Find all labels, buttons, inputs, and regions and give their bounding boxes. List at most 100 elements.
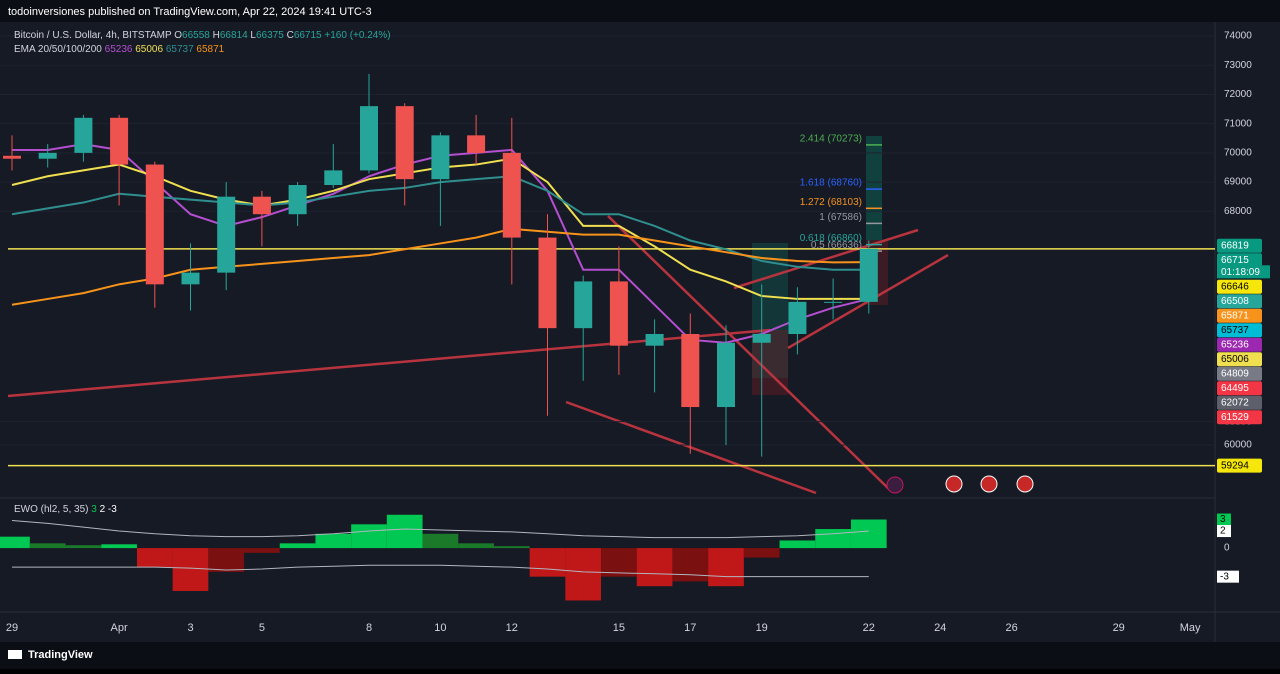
x-tick-label: 12 — [506, 622, 518, 634]
fib-label: 0.5 (66636) — [811, 240, 862, 251]
legend-value: 3 — [88, 504, 97, 515]
legend-prefix: L — [248, 30, 257, 41]
price-label: 65737 — [1221, 325, 1249, 336]
x-tick-label: May — [1180, 622, 1201, 634]
candle-body — [431, 135, 450, 180]
legend-value: 66715 — [294, 30, 322, 41]
ewo-bar — [743, 548, 780, 558]
ewo-bar — [101, 544, 137, 549]
candle-body — [467, 135, 486, 153]
x-tick-label: 3 — [187, 622, 193, 634]
candle-body — [3, 155, 21, 159]
legend-value: 2 — [97, 504, 106, 515]
legend-value: 65871 — [194, 44, 225, 55]
price-label: 66508 — [1221, 296, 1249, 307]
x-tick-label: 29 — [1113, 622, 1125, 634]
candle-body — [288, 185, 307, 215]
price-label: 62072 — [1221, 397, 1249, 408]
price-label-box — [1217, 238, 1262, 253]
ewo-bar — [65, 545, 102, 549]
legend-prefix: H — [210, 30, 220, 41]
ewo-value-box — [1217, 513, 1231, 526]
candle-body — [609, 281, 628, 346]
ewo-bar — [351, 524, 387, 549]
fib-label: 2.414 (70273) — [800, 134, 862, 145]
fib-label: 1 (67586) — [819, 212, 862, 223]
candle-body — [110, 117, 129, 165]
ewo-bar — [208, 548, 245, 572]
countdown-box — [1217, 265, 1270, 279]
candle-body — [252, 196, 271, 215]
fib-label: 1.272 (68103) — [800, 197, 862, 208]
event-icon[interactable] — [1016, 475, 1034, 493]
ewo-bar — [279, 543, 316, 549]
legend: Bitcoin / U.S. Dollar, 4h, BITSTAMP O665… — [14, 30, 391, 41]
ewo-bar — [708, 548, 744, 587]
ewo-bar — [458, 543, 494, 549]
price-label-box — [1217, 381, 1262, 396]
fib-label: 1.618 (68760) — [800, 178, 862, 189]
ewo-value-label: -3 — [1220, 571, 1229, 582]
candle-body — [38, 152, 57, 159]
ewo-bar — [422, 533, 459, 549]
candle-body — [145, 164, 164, 285]
candle-body — [788, 301, 807, 334]
ewo-bar — [244, 548, 280, 553]
price-label-box — [1217, 308, 1262, 323]
trend-line — [565, 400, 817, 495]
event-icon[interactable] — [945, 475, 963, 493]
trend-line — [7, 328, 771, 398]
price-label: 66819 — [1221, 240, 1249, 251]
price-label: 65236 — [1221, 339, 1249, 350]
price-label: 61529 — [1221, 412, 1249, 423]
y-tick-label: 70000 — [1224, 148, 1252, 159]
x-tick-label: 8 — [366, 622, 372, 634]
legend-value: -3 — [105, 504, 117, 515]
legend-title: EMA 20/50/100/200 — [14, 44, 102, 55]
y-tick-label: 73000 — [1224, 60, 1252, 71]
event-icon[interactable] — [886, 476, 904, 494]
candle-body — [395, 106, 414, 180]
x-tick-label: 5 — [259, 622, 265, 634]
ewo-bar — [136, 548, 173, 568]
y-tick-label: 68000 — [1224, 206, 1252, 217]
brand-logo — [8, 650, 22, 659]
published: todoinversiones published on TradingView… — [8, 6, 372, 18]
candle-body — [74, 117, 93, 153]
candle-body — [717, 342, 735, 408]
candle-body — [217, 196, 236, 273]
legend-prefix: C — [284, 30, 294, 41]
candle-body — [824, 301, 843, 303]
ewo-bar — [386, 514, 423, 549]
price-label: 65871 — [1221, 310, 1249, 321]
price-label: 64495 — [1221, 383, 1249, 394]
candle-body — [645, 333, 664, 346]
event-icon[interactable] — [980, 475, 998, 493]
legend-value: 65006 — [132, 44, 163, 55]
candle-body — [538, 237, 557, 329]
legend-value: 65236 — [102, 44, 133, 55]
legend-value: 66375 — [256, 30, 284, 41]
y-tick-label: 60000 — [1224, 440, 1252, 451]
ewo-bar — [315, 533, 352, 549]
footer-brand: TradingView — [28, 649, 93, 661]
candle-body — [324, 170, 343, 186]
price-label-box — [1217, 253, 1262, 268]
legend-prefix: O — [171, 30, 182, 41]
ewo-line — [11, 519, 869, 539]
legend-value: 65737 — [163, 44, 194, 55]
candle-body — [752, 333, 771, 343]
legend-change: +160 (+0.24%) — [322, 30, 391, 41]
position-zone — [752, 243, 788, 378]
ewo-bar — [636, 548, 673, 587]
x-tick-label: 19 — [756, 622, 768, 634]
ewo-bar — [493, 546, 530, 549]
ewo-bar — [29, 543, 66, 549]
x-tick-label: 26 — [1005, 622, 1017, 634]
candle-body — [574, 281, 593, 329]
x-tick-label: 10 — [434, 622, 446, 634]
y-tick-label: 69000 — [1224, 177, 1252, 188]
ewo-bar — [0, 536, 30, 549]
price-label-box — [1217, 352, 1262, 367]
legend-title: Bitcoin / U.S. Dollar, 4h, BITSTAMP — [14, 30, 172, 41]
